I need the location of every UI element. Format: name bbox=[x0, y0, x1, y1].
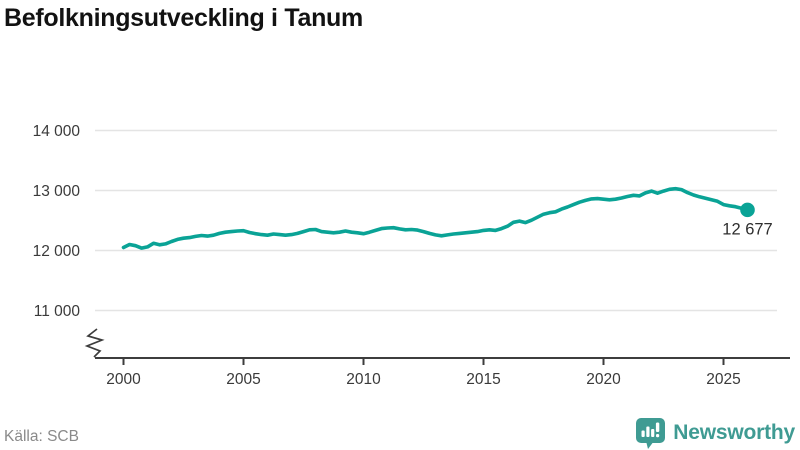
newsworthy-logo[interactable]: Newsworthy bbox=[635, 417, 795, 449]
x-axis-tick-label: 2000 bbox=[106, 371, 141, 388]
last-value-label: 12 677 bbox=[722, 220, 772, 238]
x-axis-tick-label: 2025 bbox=[706, 371, 740, 388]
newsworthy-logo-text: Newsworthy bbox=[673, 421, 795, 444]
y-axis-tick-label: 11 000 bbox=[34, 303, 81, 320]
population-line-series bbox=[121, 186, 750, 250]
y-axis-tick-label: 12 000 bbox=[33, 243, 81, 260]
y-axis-tick-label: 14 000 bbox=[33, 123, 81, 140]
last-value-dot bbox=[740, 202, 755, 218]
chart-title: Befolkningsutveckling i Tanum bbox=[4, 4, 363, 32]
x-axis-tick-label: 2005 bbox=[226, 371, 260, 388]
x-axis-tick-label: 2015 bbox=[466, 371, 500, 388]
newsworthy-pin-bar-chart-icon bbox=[636, 418, 666, 449]
x-axis-tick-label: 2010 bbox=[346, 371, 381, 388]
x-axis-tick-label: 2020 bbox=[586, 371, 621, 388]
y-axis-tick-label: 13 000 bbox=[33, 183, 81, 200]
y-axis-break-icon bbox=[84, 328, 105, 358]
source-label: Källa: SCB bbox=[4, 428, 79, 445]
